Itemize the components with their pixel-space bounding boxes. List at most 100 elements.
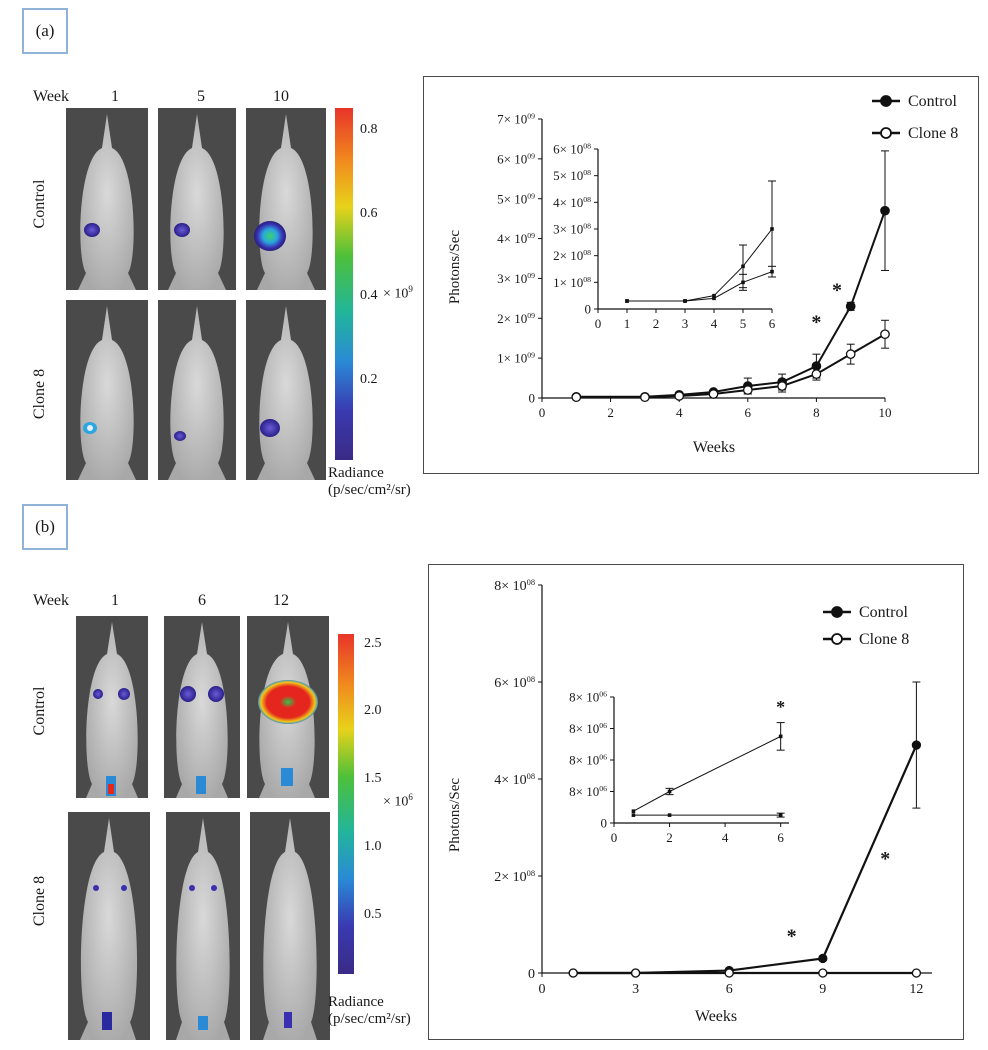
chart-a-series-1-point [571, 392, 582, 403]
chart-a-inset-series-0-point [770, 227, 774, 231]
chart-b-inset-series-1-point [631, 813, 636, 817]
chart-a-inset-y-tick-label: 0 [585, 302, 592, 317]
panel-a-label: (a) [22, 8, 68, 54]
colorbar-a-tick-3: 0.2 [360, 372, 378, 387]
mouse-frame-clone8-w6-b [166, 812, 240, 1040]
chart-a-series-0-point [845, 301, 856, 312]
panel-b-label: (b) [22, 504, 68, 550]
week-col-b-3: 12 [273, 592, 289, 609]
chart-a-x-tick-label: 0 [539, 405, 546, 420]
chart-a-significance-star: * [832, 279, 842, 301]
chart-a-series-1-point [742, 385, 753, 395]
chart-a-inset-series-0-line [627, 228, 773, 302]
chart-a-x-tick-label: 8 [813, 405, 820, 420]
colorbar-b-tick-1: 2.0 [364, 703, 382, 718]
week-col-a-3: 10 [273, 88, 289, 105]
week-col-a-2: 5 [197, 88, 205, 105]
chart-a-inset-x-tick-label: 3 [682, 316, 689, 331]
chart-a-inset-x-tick-label: 1 [624, 316, 631, 331]
week-col-b-1: 1 [111, 592, 119, 609]
chart-b-series-1-point [630, 968, 641, 978]
chart-a-y-tick-label: 2× 1009 [497, 311, 535, 326]
chart-a-inset-series-1-point [683, 299, 687, 303]
chart-a-x-tick-label: 2 [607, 405, 614, 420]
chart-a-xlabel: Weeks [693, 439, 735, 456]
chart-b-series-1-point [568, 968, 578, 978]
chart-a-series-0-line [576, 210, 886, 398]
mouse-frame-control-w6-b [164, 616, 240, 798]
chart-a-y-tick-label: 5× 1009 [497, 191, 535, 206]
mouse-images-b [66, 616, 330, 1040]
chart-b-inset-significance-star: * [776, 697, 785, 717]
chart-a-significance-star: * [811, 311, 821, 333]
chart-b-inset-x-tick-label: 0 [611, 830, 618, 845]
chart-a-y-tick-label: 6× 1009 [497, 151, 535, 166]
chart-a-series-1-point [640, 392, 650, 403]
week-header-b: Week [33, 592, 70, 609]
colorbar-a-tick-1: 0.6 [360, 206, 378, 221]
chart-a-y-tick-label: 0 [529, 391, 536, 406]
chart-b-significance-star: * [787, 926, 797, 948]
chart-b-inset-series-1-point [778, 813, 783, 817]
radiance-label-a: Radiance (p/sec/cm²/sr) [328, 465, 411, 498]
chart-a-inset-y-tick-label: 5× 1008 [553, 168, 591, 183]
chart-a-series-0-point [880, 205, 890, 216]
chart-b-significance-star: * [880, 848, 890, 870]
mouse-frame-clone8-w1-b [68, 812, 150, 1040]
chart-a-inset-x-tick-label: 4 [711, 316, 718, 331]
chart-a-x-tick-label: 4 [676, 405, 683, 420]
chart-b-inset-x-tick-label: 6 [777, 830, 784, 845]
colorbar-b-tick-2: 1.5 [364, 771, 382, 786]
mouse-frame-clone8-w5 [158, 300, 236, 480]
chart-b-series-1-point [818, 968, 828, 978]
mouse-frame-control-w12-b [247, 616, 329, 798]
chart-a-inset-y-tick-label: 4× 1008 [553, 195, 591, 210]
chart-a-ylabel: Photons/Sec [447, 230, 463, 305]
mouse-frame-control-w10 [246, 108, 326, 290]
chart-b-y-tick-label: 8× 1008 [494, 578, 535, 594]
chart-a-inset-series-0-point [712, 293, 716, 298]
chart-b-legend-label-0: Control [859, 604, 908, 621]
chart-b-legend-label-1: Clone 8 [859, 631, 909, 648]
chart-b-inset-series-0-point [667, 789, 672, 794]
chart-a-inset-y-tick-label: 2× 1008 [553, 248, 591, 263]
chart-b-inset-x-tick-label: 4 [722, 830, 729, 845]
chart-a-series-1-point [880, 329, 890, 340]
chart-b-frame: 0 3 6 9 12 0 2× 1008 4× 1008 6× 1008 8× 1008 * * Wee… [428, 564, 964, 1040]
chart-a-x-tick-label: 6 [745, 405, 752, 420]
mouse-images-a [66, 108, 326, 480]
chart-b-inset-series-1-point [667, 813, 672, 817]
chart-a-inset-y-tick-label: 6× 1008 [553, 142, 591, 157]
chart-a-frame: 0 2 4 6 8 10 0 1× 1009 2× 1009 3× 1009 4× 1009 5× 1… [423, 76, 979, 474]
chart-b-series-0-line [573, 744, 918, 975]
colorbar-b-unit: × 106 [383, 792, 413, 810]
chart-b-series-0-point [911, 740, 922, 750]
row-label-control-b: Control [31, 686, 48, 736]
chart-b-y-tick-label: 6× 1008 [494, 675, 535, 691]
chart-a-y-tick-label: 4× 1009 [497, 231, 535, 246]
chart-a-inset-y-tick-label: 1× 1008 [553, 275, 591, 290]
chart-b-inset-y-tick-label: 8× 1006 [569, 784, 607, 799]
chart-a-inset-x-tick-label: 5 [740, 316, 747, 331]
chart-a-series-1-point [777, 381, 787, 391]
chart-a-inset-series-1-point [625, 299, 629, 303]
chart-b-inset-x-tick-label: 2 [666, 830, 673, 845]
chart-a-inset-series-1-line [627, 271, 773, 302]
chart-b-y-tick-label: 0 [528, 967, 535, 982]
colorbar-b-tick-0: 2.5 [364, 636, 382, 651]
mouse-frame-control-w1 [66, 108, 148, 290]
chart-a-inset-series-1-point [770, 269, 774, 274]
chart-a-inset-x-tick-label: 2 [653, 316, 660, 331]
chart-b-x-tick-label: 9 [819, 982, 826, 997]
mouse-frame-clone8-w10 [246, 300, 326, 480]
chart-a-inset-x-tick-label: 6 [769, 316, 776, 331]
chart-b-inset-y-tick-label: 0 [601, 816, 608, 831]
chart-b-inset-y-tick-label: 8× 1006 [569, 721, 607, 736]
chart-a-inset-y-tick-label: 3× 1008 [553, 222, 591, 237]
mouse-frame-control-w1-b [76, 616, 148, 798]
chart-b-inset-series-0-point [778, 734, 783, 739]
chart-b-inset-series-0-point [631, 809, 636, 813]
chart-a-legend-marker-0 [880, 95, 892, 107]
chart-b-x-tick-label: 12 [909, 982, 923, 997]
